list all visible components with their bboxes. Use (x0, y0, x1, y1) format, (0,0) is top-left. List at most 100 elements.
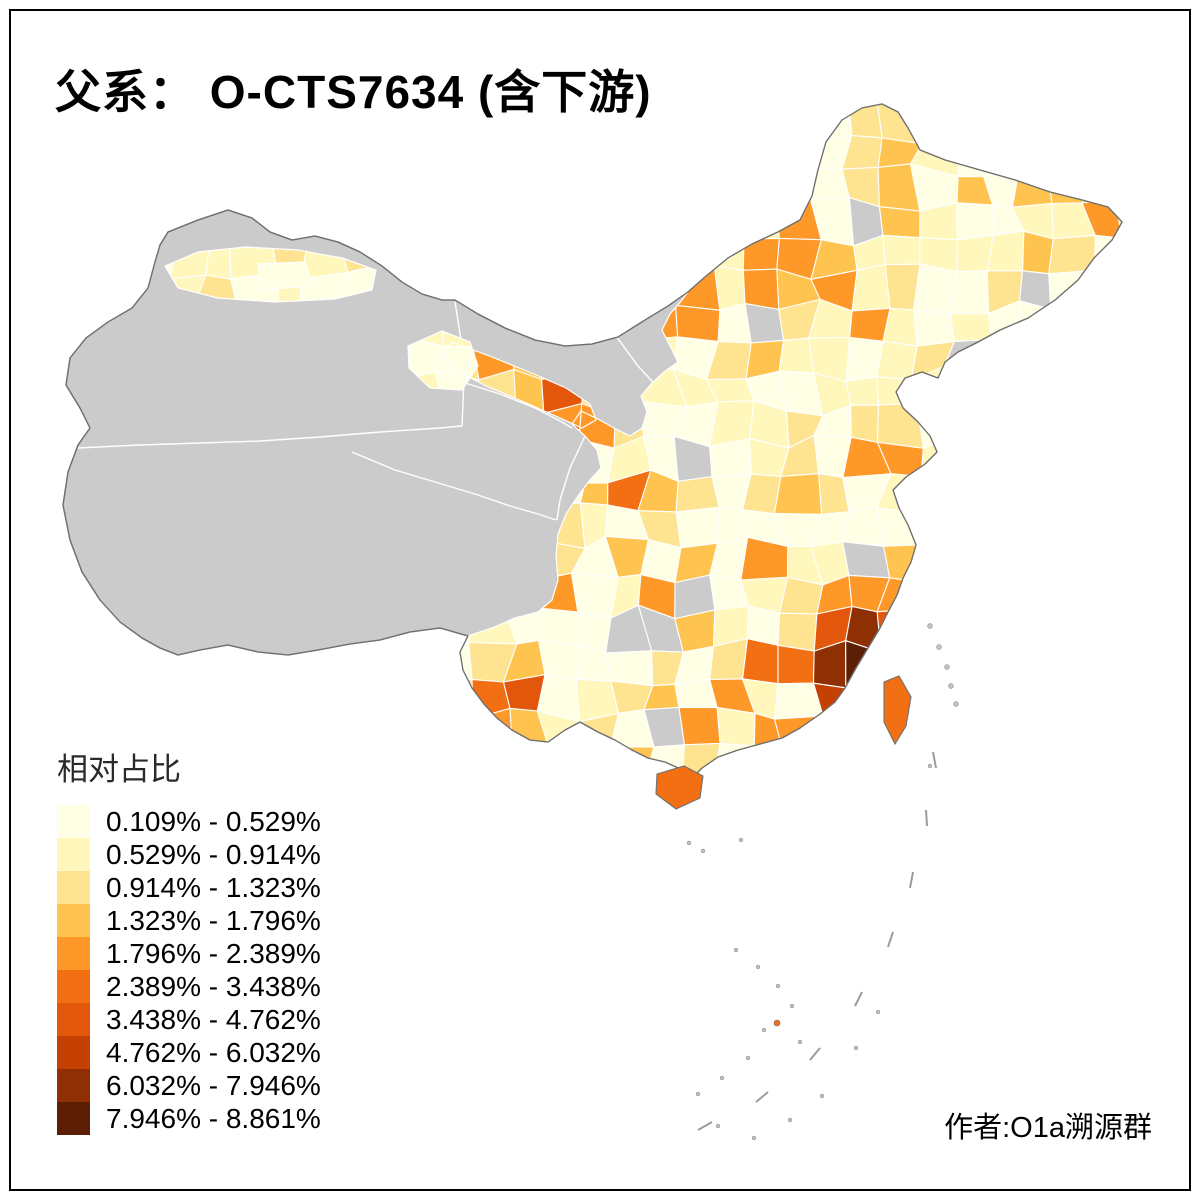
prefecture-cell (818, 773, 845, 778)
prefecture-cell (460, 200, 473, 244)
legend-swatch (57, 970, 90, 1003)
legend-title: 相对占比 (57, 752, 181, 787)
prefecture-cell (507, 815, 551, 855)
legend-row: 1.323% - 1.796% (57, 904, 321, 937)
prefecture-cell (878, 740, 924, 778)
prefecture-cell (1015, 810, 1058, 857)
prefecture-cell (1011, 707, 1058, 748)
prefecture-cell (981, 434, 1026, 475)
prefecture-cell (949, 270, 990, 315)
prefecture-cell (1018, 433, 1061, 475)
legend-row: 0.914% - 1.323% (57, 871, 321, 904)
prefecture-cell (403, 811, 444, 849)
prefecture-cell (1017, 538, 1055, 582)
prefecture-cell (746, 812, 782, 849)
prefecture-cell (843, 816, 884, 846)
prefecture-cell (945, 438, 994, 484)
legend-label: 0.529% - 0.914% (106, 838, 321, 870)
prefecture-cell (1113, 714, 1122, 754)
prefecture-cell (471, 162, 509, 213)
legend-label: 4.762% - 6.032% (106, 1036, 321, 1068)
prefecture-cell (671, 207, 712, 236)
prefecture-cell (1011, 742, 1057, 778)
prefecture-cell (744, 302, 785, 344)
prefecture-cell (1080, 609, 1122, 655)
prefecture-cell (777, 644, 815, 685)
prefecture-cell (1018, 365, 1049, 409)
prefecture-cell (705, 203, 754, 240)
prefecture-cell (816, 104, 856, 110)
prefecture-cell (542, 196, 580, 239)
prefecture-cell (711, 779, 746, 814)
prefecture-cell (1048, 175, 1096, 205)
prefecture-cell (469, 266, 516, 305)
prefecture-cell (978, 776, 1026, 778)
prefecture-cell (406, 741, 444, 787)
prefecture-cell (845, 376, 880, 406)
prefecture-cell (1053, 104, 1096, 139)
prefecture-cell (607, 233, 650, 279)
prefecture-cell (582, 300, 617, 341)
prefecture-cell (1119, 367, 1122, 404)
prefecture-cell (469, 135, 511, 170)
legend-swatch (57, 1003, 90, 1036)
prefecture-cell (921, 104, 960, 145)
prefecture-cell (777, 612, 818, 652)
prefecture-cell (979, 104, 1027, 144)
prefecture-cell (1081, 676, 1122, 716)
prefecture-cell (507, 233, 545, 269)
prefecture-cell (1089, 137, 1120, 177)
legend-swatch (57, 871, 90, 904)
prefecture-cell (739, 743, 783, 778)
prefecture-cell (1115, 162, 1122, 213)
prefecture-cell (955, 537, 986, 583)
prefecture-cell (574, 746, 612, 778)
prefecture-cell (845, 639, 887, 689)
prefecture-cell (537, 134, 579, 174)
prefecture-cell (822, 715, 852, 757)
legend-label: 6.032% - 7.946% (106, 1069, 321, 1101)
prefecture-cell (570, 134, 619, 178)
prefecture-cell (1114, 129, 1122, 176)
prefecture-cell (1013, 569, 1061, 610)
prefecture-cell (1113, 681, 1122, 719)
prefecture-cell (1084, 298, 1122, 338)
prefecture-cell (1082, 433, 1122, 475)
prefecture-cell (1123, 613, 1159, 654)
legend-swatch (57, 937, 90, 970)
prefecture-cell (1113, 775, 1122, 778)
legend-swatch (57, 904, 90, 937)
prefecture-cell (848, 104, 883, 139)
prefecture-cell (844, 718, 882, 757)
prefecture-cell (583, 301, 616, 340)
prefecture-cell (536, 775, 582, 778)
prefecture-cell (338, 196, 379, 238)
prefecture-cell (1114, 501, 1122, 547)
prefecture-cell (1048, 136, 1096, 179)
prefecture-cell (1084, 812, 1120, 847)
prefecture-cell (1085, 65, 1129, 103)
prefecture-cell (914, 475, 960, 514)
prefecture-cell (914, 740, 952, 778)
prefecture-cell (918, 581, 959, 621)
prefecture-cell (434, 345, 478, 381)
prefecture-cell (570, 171, 612, 211)
prefecture-cell (468, 777, 518, 778)
prefecture-cell (741, 104, 780, 105)
prefecture-cell (876, 61, 926, 99)
prefecture-cell (1048, 468, 1093, 519)
prefecture-cell (1114, 541, 1122, 575)
prefecture-cell (674, 265, 721, 311)
prefecture-cell (1084, 539, 1122, 577)
prefecture-cell (848, 104, 892, 111)
prefecture-cell (706, 104, 750, 145)
prefecture-cell (815, 104, 853, 142)
prefecture-cell (842, 774, 885, 778)
legend-row: 4.762% - 6.032% (57, 1036, 321, 1069)
prefecture-cell (710, 134, 755, 178)
prefecture-cell (673, 815, 715, 853)
prefecture-cell (1120, 400, 1122, 443)
prefecture-cell (460, 741, 483, 778)
prefecture-cell (607, 786, 642, 814)
legend-row: 7.946% - 8.861% (57, 1102, 321, 1135)
